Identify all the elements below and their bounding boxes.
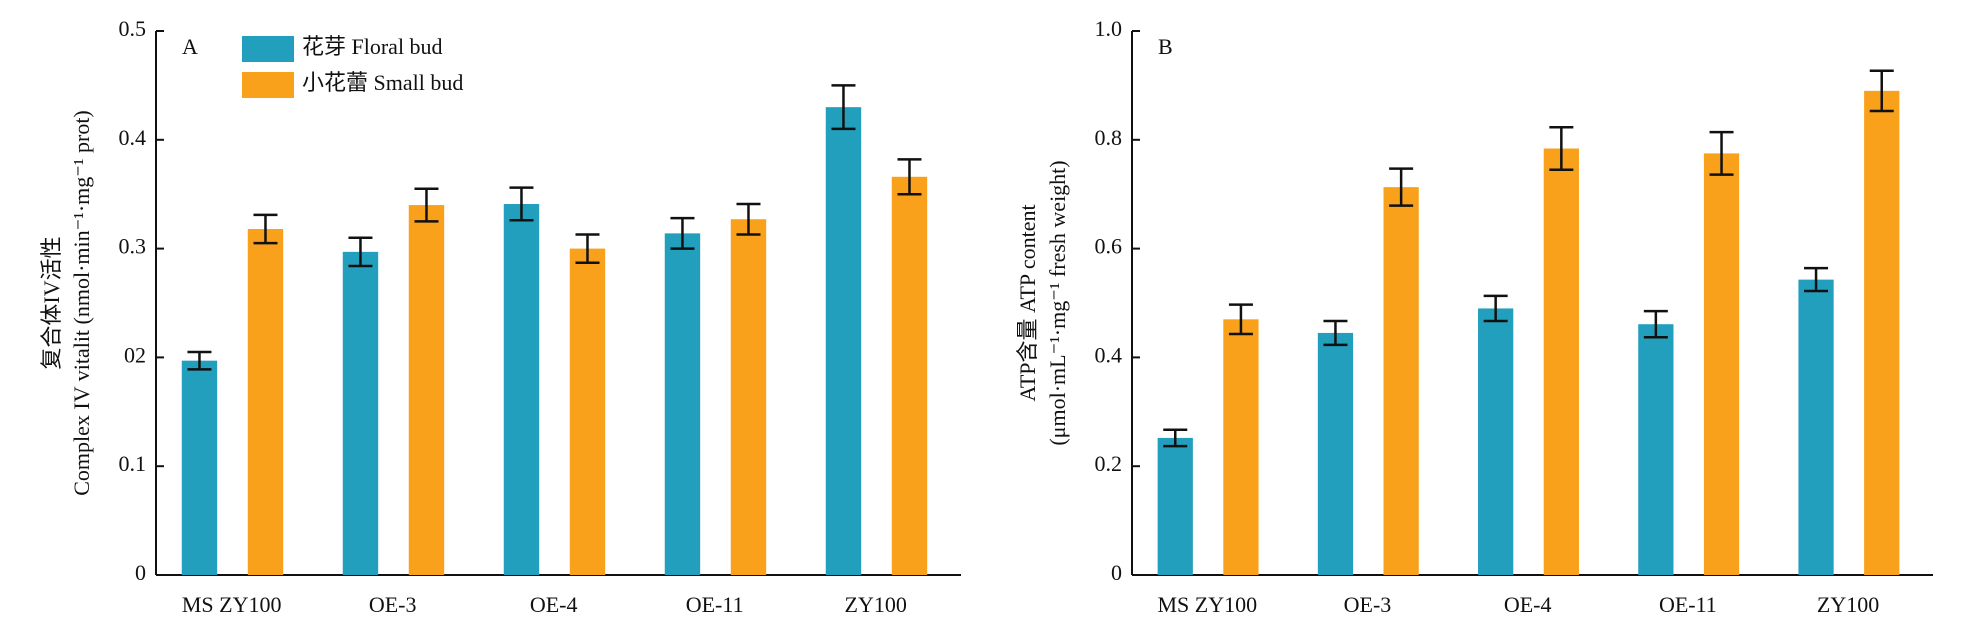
- bar: [664, 233, 701, 576]
- error-bar: [1163, 428, 1188, 448]
- y-tick-label: 0.5: [119, 16, 147, 41]
- bar: [1864, 90, 1900, 575]
- error-bar: [670, 216, 695, 250]
- bar: [1543, 148, 1579, 575]
- error-bar: [575, 233, 600, 264]
- bar: [1223, 319, 1259, 575]
- error-bar: [1643, 309, 1668, 339]
- x-tick-label: MS ZY100: [182, 592, 282, 617]
- bar: [503, 203, 540, 575]
- error-bar: [897, 158, 922, 196]
- error-bar: [1804, 266, 1829, 293]
- y-tick-label: 0.8: [1095, 125, 1123, 150]
- bar: [1703, 153, 1740, 575]
- error-bar: [1549, 126, 1574, 171]
- error-bar: [1483, 294, 1508, 323]
- x-tick-label: MS ZY100: [1157, 592, 1257, 617]
- y-axis-label: 复合体IV活性: [39, 236, 64, 369]
- bar: [1798, 279, 1834, 575]
- y-tick-label: 0.4: [1095, 342, 1123, 367]
- error-bar: [1389, 167, 1414, 207]
- error-bar: [187, 350, 212, 371]
- legend-label: 小花蕾 Small bud: [302, 70, 463, 95]
- y-tick-label: 02: [124, 342, 146, 367]
- y-tick-label: 1.0: [1095, 16, 1123, 41]
- bar: [1383, 187, 1419, 576]
- bar: [342, 251, 379, 575]
- y-axis-label: (μmol·mL⁻¹·mg⁻¹ fresh weight): [1045, 160, 1070, 445]
- y-axis-label: ATP含量 ATP content: [1015, 204, 1040, 401]
- x-tick-label: OE-3: [369, 592, 417, 617]
- error-bar: [1228, 303, 1253, 336]
- y-tick-label: 0.6: [1095, 234, 1123, 259]
- y-tick-label: 0.3: [119, 234, 147, 259]
- error-bar: [736, 202, 761, 236]
- error-bar: [253, 213, 278, 245]
- x-tick-label: ZY100: [845, 592, 907, 617]
- y-tick-label: 0: [1111, 560, 1122, 585]
- bar: [408, 205, 445, 575]
- x-tick-label: OE-4: [1504, 592, 1552, 617]
- bar: [1478, 308, 1514, 575]
- bar: [247, 229, 284, 576]
- x-tick-label: ZY100: [1817, 592, 1879, 617]
- bar: [730, 219, 767, 575]
- x-tick-label: OE-3: [1344, 592, 1392, 617]
- error-bar: [414, 187, 439, 223]
- error-bar: [509, 186, 534, 222]
- bar: [825, 107, 862, 575]
- bar: [1317, 332, 1354, 575]
- bar: [181, 360, 218, 575]
- bar: [1638, 324, 1674, 575]
- x-tick-label: OE-11: [686, 592, 744, 617]
- y-tick-label: 0.4: [119, 125, 147, 150]
- panel-label: A: [182, 34, 198, 59]
- legend-label: 花芽 Floral bud: [302, 34, 443, 59]
- bar: [1157, 437, 1193, 575]
- panel-label: B: [1158, 34, 1173, 59]
- x-tick-label: OE-11: [1659, 592, 1717, 617]
- legend-swatch: [242, 36, 294, 62]
- y-tick-label: 0.1: [119, 451, 147, 476]
- bar: [569, 248, 606, 575]
- error-bar: [1709, 130, 1734, 176]
- x-tick-label: OE-4: [530, 592, 578, 617]
- error-bar: [348, 236, 373, 268]
- y-tick-label: 0.2: [1095, 451, 1123, 476]
- error-bar: [831, 84, 856, 131]
- error-bar: [1323, 319, 1348, 347]
- legend-swatch: [242, 72, 294, 98]
- y-tick-label: 0: [135, 560, 146, 585]
- bar: [891, 176, 928, 576]
- y-axis-label: Complex IV vitalit (nmol·min⁻¹·mg⁻¹ prot…: [69, 110, 94, 496]
- error-bar: [1869, 69, 1894, 113]
